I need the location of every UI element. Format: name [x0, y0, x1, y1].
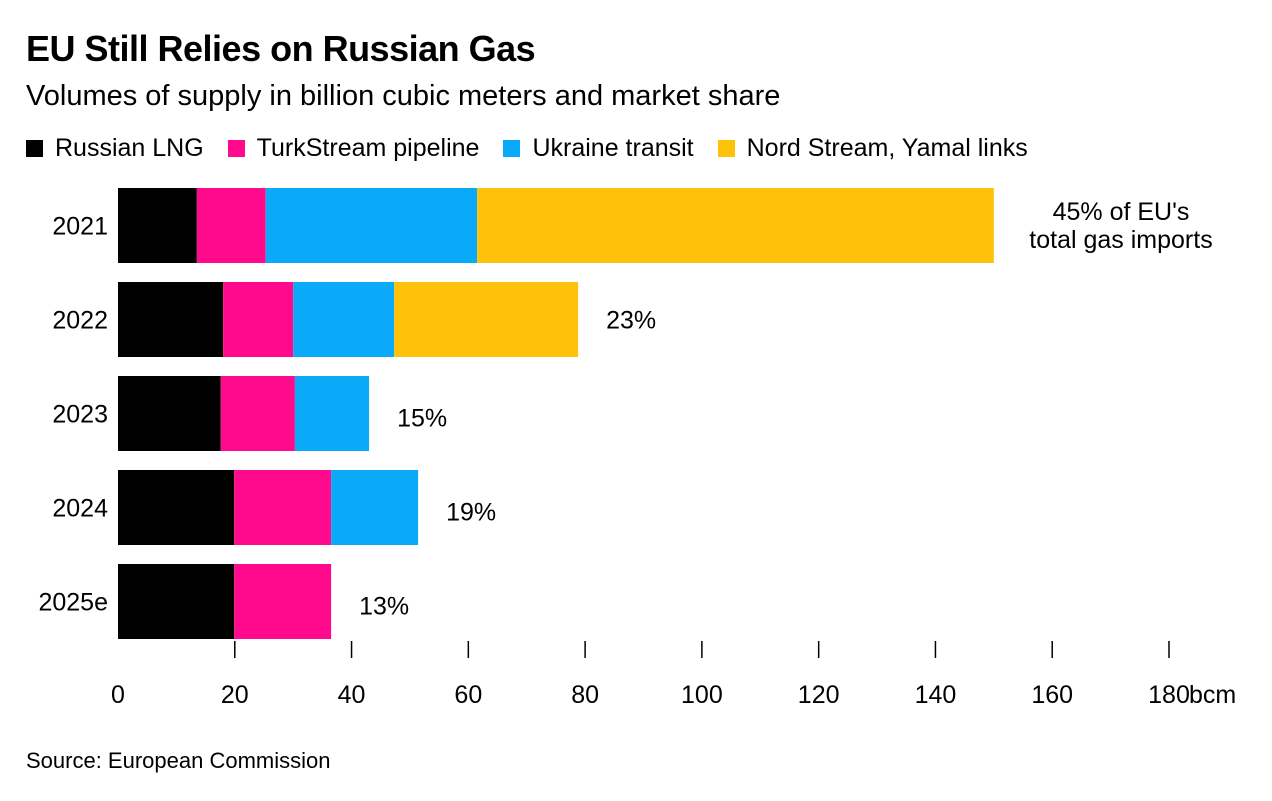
x-unit-label: bcm: [1189, 681, 1236, 709]
chart-title: EU Still Relies on Russian Gas: [26, 28, 536, 69]
legend-label: Russian LNG: [55, 134, 204, 162]
x-tick-label: 40: [338, 681, 366, 709]
category-label: 2022: [52, 307, 108, 335]
bar-segment: [294, 376, 370, 451]
source-note: Source: European Commission: [26, 748, 331, 773]
legend-item-russian-lng: Russian LNG: [26, 134, 204, 163]
bar-segment: [477, 188, 994, 263]
data-label: 19%: [446, 499, 496, 527]
x-tick-label: 0: [111, 681, 125, 709]
bar-segment: [293, 282, 395, 357]
bar-segment: [118, 376, 221, 451]
legend-label: Ukraine transit: [532, 134, 694, 162]
bar-segment: [234, 470, 332, 545]
legend-label: TurkStream pipeline: [256, 134, 480, 162]
legend-swatch: [717, 140, 735, 157]
legend: Russian LNG TurkStream pipeline Ukraine …: [26, 134, 1052, 163]
data-label: 45% of EU's: [1053, 198, 1190, 226]
x-tick-label: 20: [221, 681, 249, 709]
x-tick-label: 100: [681, 681, 723, 709]
legend-item-nord-stream-yamal: Nord Stream, Yamal links: [717, 134, 1028, 163]
data-label: 13%: [359, 593, 409, 621]
data-label: 23%: [606, 307, 656, 335]
bar-segment: [118, 282, 224, 357]
category-label: 2025e: [38, 589, 108, 617]
bar-segment: [118, 188, 197, 263]
legend-swatch: [26, 140, 43, 157]
bar-segment: [265, 188, 478, 263]
data-label: total gas imports: [1029, 226, 1212, 254]
bar-segment: [331, 470, 419, 545]
x-tick-label: 80: [571, 681, 599, 709]
data-label: 15%: [397, 405, 447, 433]
bar-segment: [196, 188, 266, 263]
bar-segment: [118, 470, 235, 545]
legend-item-ukraine-transit: Ukraine transit: [503, 134, 694, 163]
x-tick-label: 120: [798, 681, 840, 709]
bar-segment: [223, 282, 294, 357]
category-label: 2021: [52, 213, 108, 241]
bar-segment: [220, 376, 295, 451]
bar-segment: [118, 564, 235, 639]
legend-label: Nord Stream, Yamal links: [746, 134, 1028, 162]
bar-segment: [234, 564, 332, 639]
category-label: 2024: [52, 495, 108, 523]
x-tick-label: 140: [915, 681, 957, 709]
legend-swatch: [503, 140, 521, 157]
x-tick-label: 180: [1148, 681, 1190, 709]
x-tick-label: 160: [1031, 681, 1073, 709]
category-label: 2023: [52, 401, 108, 429]
legend-swatch: [227, 140, 245, 157]
legend-item-turkstream: TurkStream pipeline: [227, 134, 480, 163]
chart-subtitle: Volumes of supply in billion cubic meter…: [26, 80, 781, 112]
bar-segment: [394, 282, 579, 357]
x-tick-label: 60: [454, 681, 482, 709]
